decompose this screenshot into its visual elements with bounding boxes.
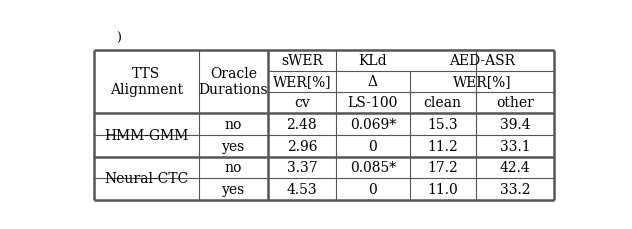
Text: 15.3: 15.3: [427, 117, 458, 131]
Text: no: no: [224, 117, 242, 131]
Text: sWER: sWER: [281, 54, 323, 68]
Text: WER[%]: WER[%]: [453, 75, 511, 89]
Text: no: no: [224, 161, 242, 175]
Text: 42.4: 42.4: [499, 161, 530, 175]
Text: AED-ASR: AED-ASR: [449, 54, 515, 68]
Text: 33.2: 33.2: [500, 183, 530, 196]
Text: 0.069*: 0.069*: [350, 117, 396, 131]
Text: clean: clean: [423, 96, 462, 110]
Text: 11.0: 11.0: [427, 183, 458, 196]
Text: WER[%]: WER[%]: [272, 75, 331, 89]
Text: cv: cv: [294, 96, 310, 110]
Text: yes: yes: [222, 183, 245, 196]
Text: Δ: Δ: [368, 75, 378, 89]
Text: 33.1: 33.1: [500, 139, 530, 153]
Text: TTS
Alignment: TTS Alignment: [110, 67, 183, 97]
Text: LS-100: LS-100: [348, 96, 398, 110]
Text: 0: 0: [368, 183, 377, 196]
Text: 2.96: 2.96: [286, 139, 317, 153]
Text: 0.085*: 0.085*: [350, 161, 396, 175]
Text: 4.53: 4.53: [286, 183, 317, 196]
Text: yes: yes: [222, 139, 245, 153]
Text: other: other: [496, 96, 534, 110]
Text: 39.4: 39.4: [500, 117, 530, 131]
Text: HMM-GMM: HMM-GMM: [104, 128, 188, 142]
Text: Oracle
Durations: Oracle Durations: [198, 67, 268, 97]
Text: KLd: KLd: [358, 54, 387, 68]
Text: 2.48: 2.48: [286, 117, 317, 131]
Text: 17.2: 17.2: [427, 161, 458, 175]
Text: 3.37: 3.37: [286, 161, 317, 175]
Text: 11.2: 11.2: [427, 139, 458, 153]
Text: Neural-CTC: Neural-CTC: [104, 172, 188, 185]
Text: 0: 0: [368, 139, 377, 153]
Text: ): ): [116, 32, 121, 44]
